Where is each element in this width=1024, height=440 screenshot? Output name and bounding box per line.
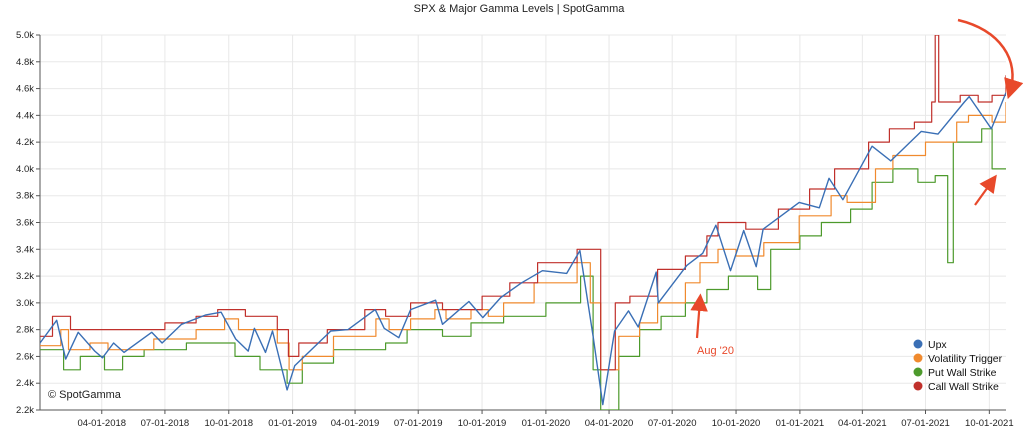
y-tick-label: 2.4k: [16, 378, 34, 389]
x-tick-label: 07-01-2021: [901, 418, 950, 429]
y-tick-label: 5.0k: [16, 30, 34, 41]
y-tick-label: 3.2k: [16, 271, 34, 282]
series-line-put-wall-strike: [40, 128, 1006, 410]
y-tick-label: 4.6k: [16, 84, 34, 95]
legend-marker: [913, 367, 923, 377]
legend-label: Call Wall Strike: [928, 381, 999, 393]
y-tick-label: 2.6k: [16, 351, 34, 362]
y-tick-label: 3.8k: [16, 191, 34, 202]
x-tick-label: 01-01-2019: [268, 418, 317, 429]
x-tick-label: 04-01-2019: [331, 418, 380, 429]
legend-marker: [913, 339, 923, 349]
annotation-curved-arrow: [957, 18, 1024, 100]
annotation-arrow: [690, 293, 708, 339]
x-tick-label: 01-01-2021: [776, 418, 825, 429]
y-tick-label: 4.2k: [16, 137, 34, 148]
x-tick-label: 07-01-2020: [648, 418, 697, 429]
legend-label: Upx: [928, 339, 947, 351]
legend: Upx Volatility Trigger Put Wall Strike Call…: [913, 339, 1003, 393]
y-tick-label: 2.2k: [16, 405, 34, 416]
y-tick-label: 4.4k: [16, 110, 34, 121]
x-tick-label: 07-01-2019: [394, 418, 443, 429]
series-line-upx: [40, 92, 1006, 406]
x-tick-label: 10-01-2021: [965, 418, 1014, 429]
annotation-text: Aug '20: [697, 345, 734, 357]
x-tick-label: 01-01-2020: [522, 418, 571, 429]
legend-marker: [913, 353, 923, 363]
annotation-arrow-right: [974, 174, 997, 206]
y-tick-label: 4.0k: [16, 164, 34, 175]
legend-label: Put Wall Strike: [928, 367, 997, 379]
annotation-layer: Aug '20: [690, 18, 1024, 357]
x-tick-label: 04-01-2021: [838, 418, 887, 429]
chart-title: SPX & Major Gamma Levels | SpotGamma: [414, 3, 626, 15]
watermark-text: © SpotGamma: [48, 389, 122, 401]
x-tick-label: 10-01-2019: [458, 418, 507, 429]
x-tick-label: 07-01-2018: [141, 418, 190, 429]
x-tick-label: 04-01-2018: [77, 418, 126, 429]
y-tick-label: 3.0k: [16, 298, 34, 309]
y-tick-label: 4.8k: [16, 57, 34, 68]
series-line-call-wall-strike: [40, 35, 1006, 371]
x-tick-label: 10-01-2018: [204, 418, 253, 429]
x-tick-label: 04-01-2020: [585, 418, 634, 429]
grid-layer: [40, 34, 1006, 411]
y-tick-label: 3.4k: [16, 244, 34, 255]
legend-marker: [913, 381, 923, 391]
y-tick-label: 3.6k: [16, 218, 34, 229]
axis-layer: 2.2k 2.4k 2.6k 2.8k 3.0k 3.2k 3.4k 3.6k 3.8k 4.0k…: [16, 30, 1014, 429]
legend-label: Volatility Trigger: [928, 353, 1003, 365]
x-tick-label: 10-01-2020: [712, 418, 761, 429]
y-tick-label: 2.8k: [16, 325, 34, 336]
series-layer: [40, 35, 1006, 410]
